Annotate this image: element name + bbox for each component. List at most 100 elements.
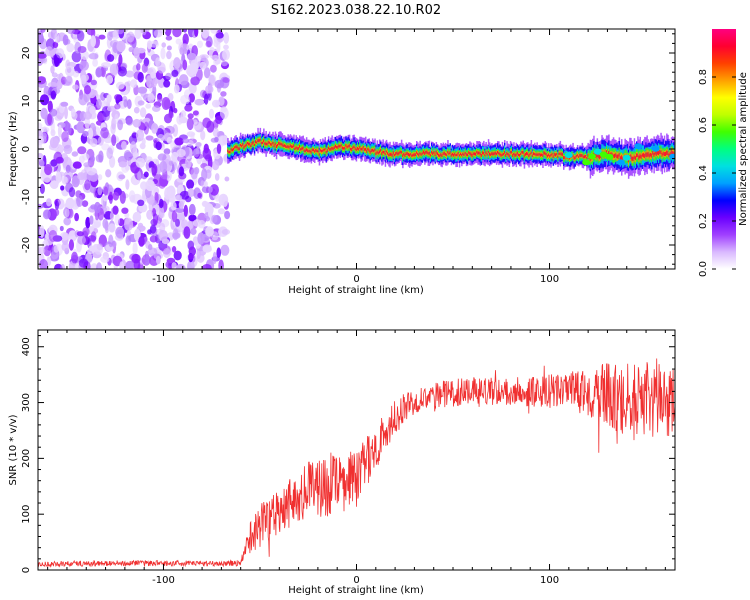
ridge-cell <box>579 153 581 157</box>
noise-blob <box>171 246 177 253</box>
colorbar-tick-label: 0.6 <box>698 117 709 133</box>
noise-blob <box>107 31 113 41</box>
ridge-cell <box>506 152 508 155</box>
noise-blob <box>46 198 52 207</box>
noise-blob <box>108 234 114 248</box>
ridge-cell <box>494 151 497 155</box>
x-tick-label: 100 <box>540 575 559 586</box>
ridge-cell <box>618 153 621 157</box>
ridge-cell <box>441 154 443 157</box>
noise-blob <box>210 231 219 241</box>
ridge-cell <box>230 148 233 151</box>
ridge-cell <box>538 153 541 156</box>
ridge-cell <box>376 150 379 154</box>
noise-blob <box>77 172 86 181</box>
noise-blob <box>78 258 89 268</box>
ridge-cell <box>270 143 272 146</box>
ridge-cell <box>643 153 645 158</box>
noise-blob <box>158 206 165 219</box>
ridge-cell <box>244 144 246 148</box>
ridge-cell <box>500 154 502 157</box>
noise-blob <box>125 179 130 190</box>
noise-blob <box>38 135 44 146</box>
noise-blob <box>188 214 197 222</box>
ridge-cell <box>536 153 538 156</box>
noise-blob <box>164 29 172 37</box>
noise-blob <box>53 208 60 217</box>
noise-blob <box>107 54 115 62</box>
noise-blob <box>90 155 95 163</box>
ridge-cell <box>292 145 294 148</box>
noise-blob <box>71 51 82 63</box>
noise-blob <box>112 191 120 201</box>
noise-blob <box>60 263 66 269</box>
noise-blob <box>50 108 58 117</box>
noise-blob <box>195 142 202 147</box>
noise-blob <box>220 91 227 97</box>
noise-blob <box>64 106 68 120</box>
noise-blob <box>89 137 98 148</box>
noise-blob <box>190 167 198 180</box>
noise-blob <box>137 199 145 206</box>
ridge-blob <box>588 153 596 160</box>
noise-blob <box>222 77 230 83</box>
noise-blob <box>106 147 113 159</box>
noise-blob <box>118 161 128 168</box>
noise-blob <box>162 248 171 258</box>
ridge-cell <box>450 153 453 157</box>
noise-blob <box>96 262 103 269</box>
ridge-cell <box>495 152 498 156</box>
x-tick-label: 0 <box>353 575 359 586</box>
noise-blob <box>40 107 48 120</box>
ridge-cell <box>431 151 433 154</box>
ridge-cell <box>428 151 431 155</box>
ridge-cell <box>556 153 558 156</box>
noise-blob <box>39 38 48 50</box>
ridge-cell <box>665 152 667 156</box>
ridge-cell <box>661 153 663 157</box>
noise-blob <box>50 129 56 137</box>
ridge-cell <box>296 147 299 150</box>
noise-blob <box>171 262 177 269</box>
noise-blob <box>202 244 212 252</box>
noise-blob <box>40 29 46 33</box>
ridge-cell <box>648 153 651 158</box>
ridge-cell <box>302 146 304 150</box>
ridge-cell <box>537 153 540 156</box>
ridge-cell <box>371 148 374 152</box>
ridge-cell <box>521 151 523 154</box>
figure-title: S162.2023.038.22.10.R02 <box>271 3 441 18</box>
noise-blob <box>128 190 136 202</box>
noise-blob <box>126 117 134 126</box>
ridge-cell <box>633 155 636 160</box>
noise-blob <box>137 72 144 83</box>
ridge-cell <box>280 142 282 146</box>
ridge-blob <box>651 145 660 152</box>
noise-blob <box>50 90 57 100</box>
x-tick-label: -100 <box>152 575 175 586</box>
ridge-cell <box>227 149 229 152</box>
noise-blob <box>66 43 75 53</box>
noise-blob <box>84 116 91 129</box>
noise-blob <box>218 259 224 269</box>
ridge-cell <box>405 152 407 155</box>
noise-blob <box>78 94 88 106</box>
ridge-cell <box>513 152 515 156</box>
noise-blob <box>171 69 179 77</box>
noise-blob <box>216 143 222 154</box>
noise-blob <box>136 63 141 71</box>
noise-blob <box>211 99 221 108</box>
ridge-cell <box>524 153 527 156</box>
noise-blob <box>60 101 69 107</box>
ridge-cell <box>267 141 270 144</box>
ridge-cell <box>248 142 250 146</box>
ridge-cell <box>319 149 322 152</box>
noise-blob <box>133 106 140 114</box>
noise-blob <box>182 138 190 144</box>
ridge-cell <box>396 151 398 155</box>
noise-blob <box>98 34 106 40</box>
noise-blob <box>145 179 155 192</box>
noise-blob <box>77 235 86 245</box>
ridge-cell <box>400 151 403 154</box>
ridge-cell <box>576 154 579 157</box>
